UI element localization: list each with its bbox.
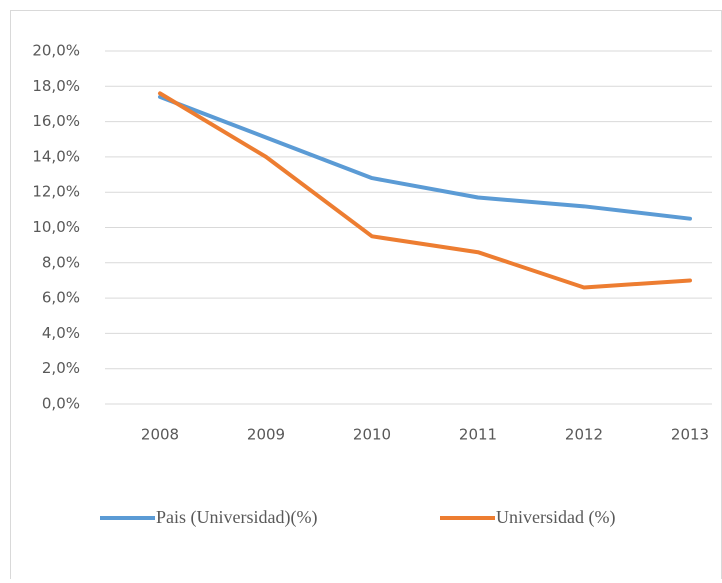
y-tick-label: 18,0% — [32, 77, 80, 95]
y-tick-label: 6,0% — [42, 289, 80, 307]
x-tick-label: 2009 — [247, 426, 285, 444]
legend-label: Universidad (%) — [496, 507, 615, 528]
y-tick-label: 14,0% — [32, 147, 80, 165]
y-tick-label: 10,0% — [32, 218, 80, 236]
x-tick-label: 2013 — [671, 426, 709, 444]
chart-frame — [10, 10, 722, 583]
x-tick-label: 2010 — [353, 426, 391, 444]
series-line — [158, 94, 692, 221]
y-tick-label: 8,0% — [42, 253, 80, 271]
y-tick-label: 12,0% — [32, 183, 80, 201]
legend-label: Pais (Universidad)(%) — [156, 507, 317, 528]
y-tick-label: 2,0% — [42, 359, 80, 377]
series-line — [158, 91, 692, 290]
y-tick-label: 20,0% — [32, 42, 80, 60]
x-tick-label: 2012 — [565, 426, 603, 444]
x-tick-label: 2011 — [459, 426, 497, 444]
y-tick-label: 16,0% — [32, 112, 80, 130]
x-tick-label: 2008 — [141, 426, 179, 444]
y-tick-label: 4,0% — [42, 324, 80, 342]
y-tick-label: 0,0% — [42, 395, 80, 413]
